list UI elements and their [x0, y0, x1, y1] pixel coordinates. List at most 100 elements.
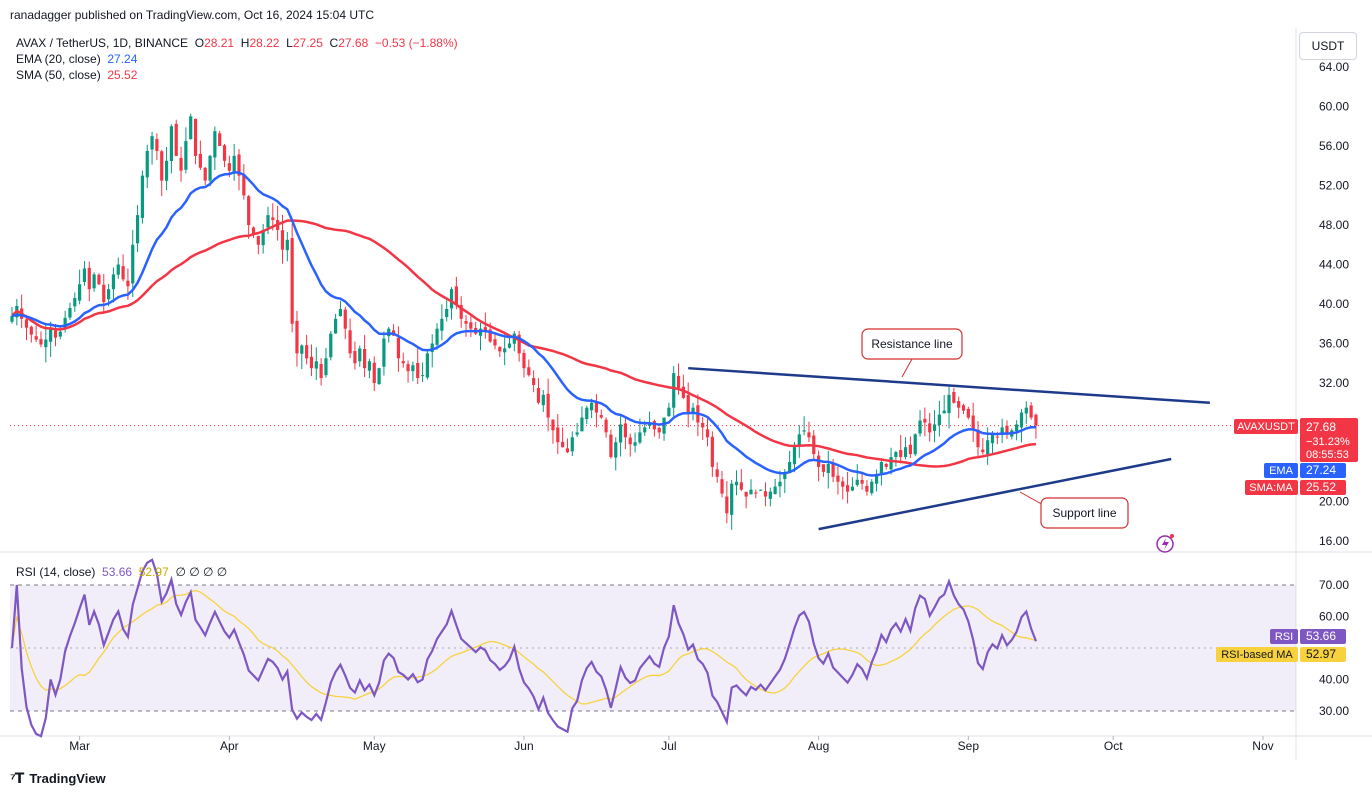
candle	[715, 462, 719, 483]
candle-body	[271, 217, 275, 221]
candle	[614, 437, 618, 471]
close-label: C	[329, 36, 339, 50]
candle-body	[937, 414, 941, 426]
candle-body	[932, 424, 937, 431]
candle	[768, 487, 772, 507]
support-line[interactable]	[818, 457, 1172, 531]
candle	[498, 346, 502, 357]
candle-body	[749, 489, 753, 495]
candle-body	[575, 432, 579, 435]
candle	[377, 367, 381, 385]
candle	[725, 481, 729, 524]
sma-tag-value-bg	[1300, 480, 1346, 495]
candle	[247, 194, 251, 239]
candle-body	[247, 196, 251, 225]
candle-body	[541, 394, 545, 406]
candle	[464, 314, 468, 337]
candle	[744, 491, 748, 509]
sma-legend-label: SMA (50, close)	[16, 68, 101, 82]
candle-body	[145, 150, 149, 178]
lightning-icon[interactable]	[1156, 534, 1174, 553]
candle	[913, 433, 917, 457]
sma50-line	[11, 219, 1037, 468]
candle-body	[425, 353, 429, 378]
low-value: 27.25	[292, 36, 323, 50]
ema-legend-row[interactable]: EMA (20, close) 27.24	[16, 51, 458, 67]
candle	[961, 403, 966, 415]
candle-body	[845, 485, 850, 492]
rsi-line	[10, 558, 1038, 738]
candle-body	[942, 410, 946, 414]
candle-body	[116, 264, 120, 275]
candle	[92, 272, 96, 292]
candle	[754, 489, 758, 499]
price-tick-label: 48.00	[1319, 218, 1349, 232]
symbol-tag-bg	[1234, 419, 1298, 434]
support-callout[interactable]: Support line	[1019, 491, 1129, 529]
candle-body	[995, 436, 999, 438]
candle-body	[198, 153, 202, 168]
candle-body	[894, 452, 898, 458]
candle	[300, 344, 304, 370]
candle	[242, 164, 246, 200]
change-value: −0.53 (−1.88%)	[374, 36, 458, 50]
candle	[324, 347, 328, 378]
rsi-tag-value-bg	[1300, 629, 1346, 644]
candle	[850, 477, 855, 492]
candle-body	[82, 268, 87, 282]
candle	[947, 384, 951, 429]
candle-body	[778, 481, 782, 487]
candle-body	[44, 339, 48, 348]
candle-body	[290, 238, 294, 324]
candle-body	[628, 437, 632, 445]
candle-body	[546, 393, 550, 418]
rsi-ma-tag-name: RSI-based MA	[1221, 649, 1293, 661]
candle-body	[203, 167, 207, 181]
candle	[797, 425, 801, 458]
time-tick-label: Sep	[958, 739, 980, 753]
resistance-line[interactable]	[688, 366, 1210, 404]
sma-legend-row[interactable]: SMA (50, close) 25.52	[16, 67, 458, 83]
candle-body	[189, 116, 193, 140]
candle-body	[971, 415, 975, 430]
candle	[338, 300, 343, 317]
candle	[517, 330, 521, 362]
candle-body	[39, 339, 43, 345]
candle-body	[551, 419, 555, 431]
candle-body	[334, 318, 338, 334]
lightning-icon-bolt	[1162, 538, 1169, 550]
price-tag-change: −31.23%	[1306, 436, 1350, 448]
candle-body	[1019, 412, 1024, 428]
candle	[218, 130, 222, 147]
candle	[845, 472, 850, 504]
candle	[348, 318, 352, 359]
currency-button[interactable]: USDT	[1299, 32, 1357, 60]
candle-body	[638, 432, 642, 443]
candle-body	[193, 118, 198, 156]
candle	[411, 361, 415, 382]
candle	[908, 436, 912, 459]
candle-body	[594, 402, 599, 413]
resistance-callout[interactable]: Resistance line	[861, 328, 963, 378]
candle	[536, 378, 541, 405]
symbol-legend-row[interactable]: AVAX / TetherUS, 1D, BINANCE O28.21 H28.…	[16, 35, 458, 51]
candle	[97, 273, 101, 286]
support-callout-text: Support line	[1052, 506, 1116, 520]
candle	[78, 269, 82, 305]
candle-body	[1000, 427, 1004, 435]
candle	[179, 146, 183, 182]
candle-body	[1029, 405, 1033, 418]
tradingview-logo[interactable]: ⁷𝗧 TradingView	[10, 770, 106, 787]
candle	[314, 347, 318, 380]
candle	[841, 476, 845, 500]
candle-body	[227, 163, 231, 171]
candle	[551, 419, 555, 444]
candle	[937, 400, 941, 437]
candle	[541, 390, 545, 413]
candle-body	[662, 417, 666, 434]
sma-legend-value: 25.52	[107, 68, 138, 82]
rsi-legend[interactable]: RSI (14, close) 53.66 52.97 ∅ ∅ ∅ ∅	[16, 565, 227, 579]
candle-body	[657, 427, 661, 433]
rsi-tag-name: RSI	[1275, 631, 1293, 643]
